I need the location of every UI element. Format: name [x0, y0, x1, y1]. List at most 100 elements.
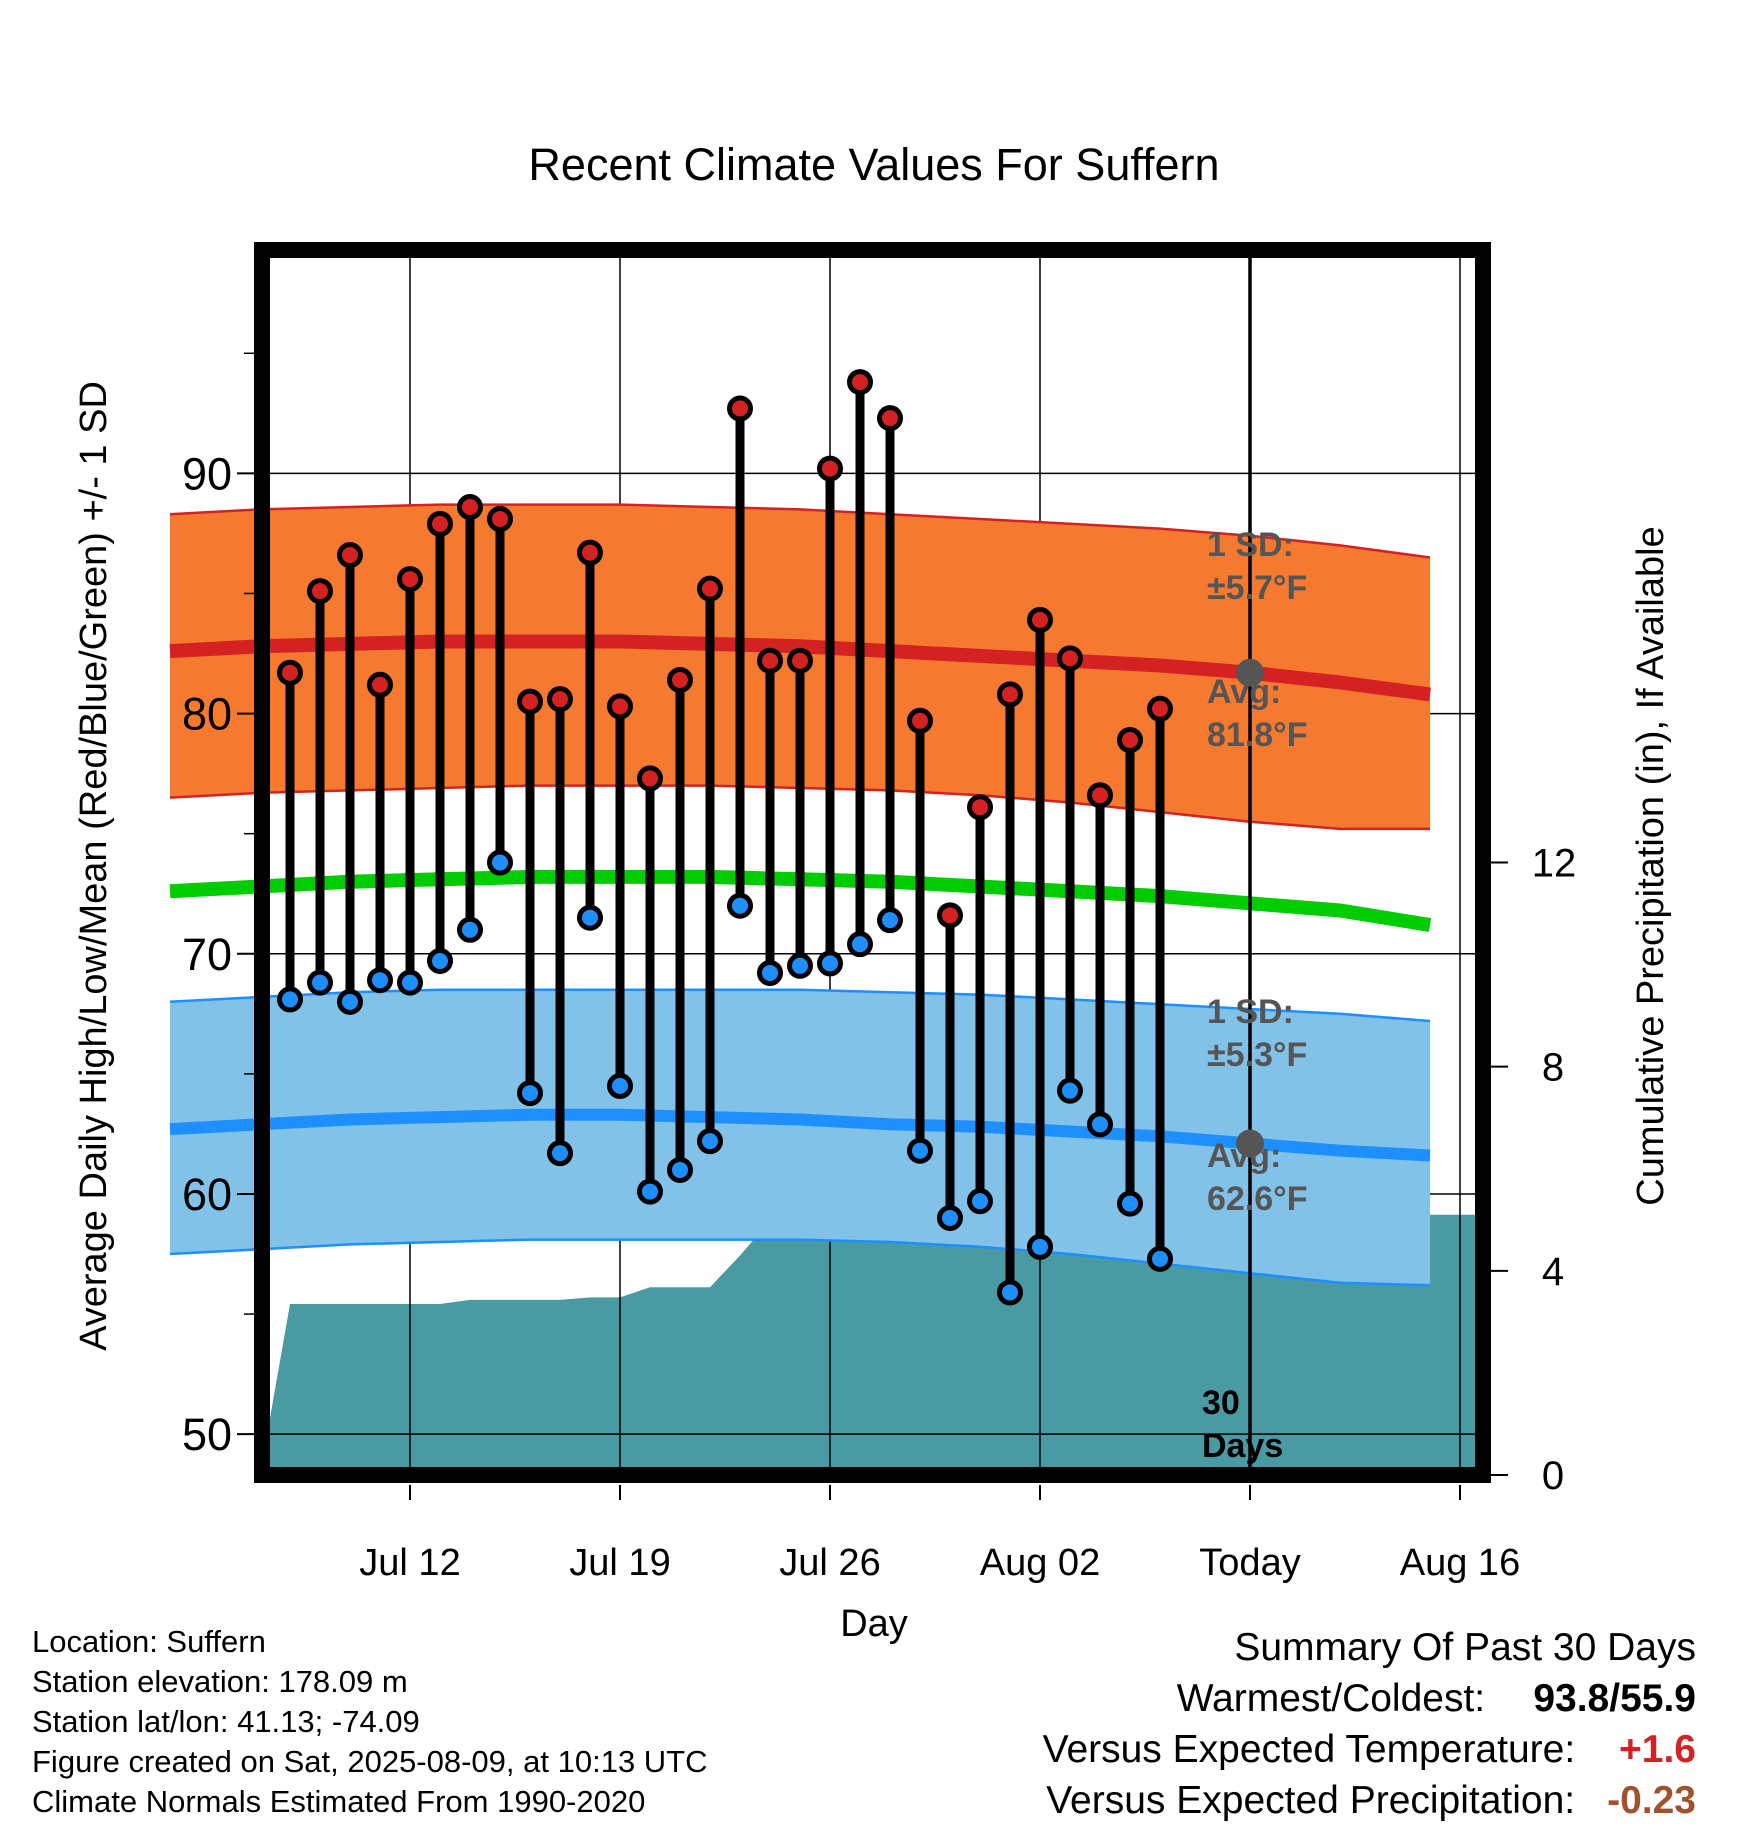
low-point [277, 986, 303, 1013]
high-point [487, 506, 513, 533]
precip-area [170, 1214, 1483, 1475]
high-point [517, 688, 543, 715]
low-point [577, 904, 603, 931]
y2-tick-label: 12 [1532, 842, 1577, 886]
low-avg-today-marker [1236, 1129, 1264, 1158]
summary-panel: Summary Of Past 30 Days Warmest/Coldest:… [796, 1622, 1696, 1826]
low-point [1057, 1077, 1083, 1104]
high-sd-upper-line [169, 503, 1431, 559]
temp-label: Versus Expected Temperature: [1042, 1728, 1576, 1771]
low-point [877, 907, 903, 934]
high-point [697, 575, 723, 602]
low-sd-value: ±5.3°F [1207, 1036, 1307, 1074]
plot-border [254, 242, 1491, 1483]
high-point [937, 902, 963, 929]
low-avg-label: Avg: [1207, 1137, 1281, 1175]
high-point [1087, 782, 1113, 809]
low-point [307, 969, 333, 996]
low-point [847, 931, 873, 958]
low-point [697, 1128, 723, 1155]
station-info: Location: Suffern Station elevation: 178… [32, 1622, 708, 1822]
high-point [427, 510, 453, 537]
high-point [997, 681, 1023, 708]
low-point [907, 1137, 933, 1164]
high-point [817, 455, 843, 482]
latlon-text: Station lat/lon: 41.13; -74.09 [32, 1704, 420, 1739]
y-tick-label: 70 [182, 929, 232, 980]
created-text: Figure created on Sat, 2025-08-09, at 10… [32, 1744, 708, 1779]
high-avg-line [169, 634, 1431, 702]
low-point [787, 952, 813, 979]
daily-ranges [285, 382, 1165, 1293]
x-tick-label: Aug 02 [980, 1542, 1100, 1584]
low-point [367, 967, 393, 994]
high-avg-label: Avg: [1207, 673, 1281, 711]
x-tick-label: Aug 16 [1400, 1542, 1520, 1584]
low-point [1087, 1111, 1113, 1138]
x-tick-label: Jul 26 [779, 1542, 880, 1584]
y2-tick-label: 0 [1542, 1454, 1564, 1498]
y2-tick-label: 8 [1542, 1046, 1564, 1090]
low-point [637, 1178, 663, 1205]
summary-title: Summary Of Past 30 Days [1234, 1626, 1696, 1669]
low-point [487, 849, 513, 876]
y2-tick-label: 4 [1542, 1250, 1564, 1294]
precip-row: Versus Expected Precipitation: -0.23 [796, 1775, 1696, 1826]
low-point [607, 1072, 633, 1099]
high-point [1117, 727, 1143, 753]
y-tick-label: 60 [182, 1169, 232, 1220]
days-label-number: 30 [1202, 1384, 1240, 1422]
high-point [277, 659, 303, 686]
y-tick-label: 80 [182, 689, 232, 740]
precip-cumulative-area [170, 1214, 1483, 1475]
low-point [1027, 1233, 1053, 1260]
annotations: 1 SD: ±5.7°F Avg: 81.8°F 1 SD: ±5.3°F Av… [1202, 526, 1308, 1465]
plot-frame [254, 242, 1491, 1483]
location-text: Location: Suffern [32, 1624, 266, 1659]
x-axis-label: Day [840, 1603, 908, 1645]
low-sd-lower-line [169, 1238, 1431, 1287]
high-point [877, 405, 903, 432]
high-point [787, 647, 813, 674]
low-sd-band [170, 989, 1430, 1286]
high-point [907, 707, 933, 734]
days-label-word: Days [1202, 1427, 1283, 1465]
low-sd-label: 1 SD: [1207, 993, 1294, 1031]
low-point [1147, 1245, 1173, 1272]
high-point [607, 693, 633, 720]
y-tick-label: 90 [182, 448, 232, 499]
low-point [457, 916, 483, 943]
high-point [307, 578, 333, 605]
warmest-label: Warmest/Coldest: [1176, 1677, 1486, 1720]
high-point [1057, 645, 1083, 672]
low-point [337, 988, 363, 1015]
x-tick-label: Jul 12 [359, 1542, 460, 1584]
low-point [967, 1188, 993, 1215]
x-tick-label: Jul 19 [569, 1542, 670, 1584]
high-point [397, 566, 423, 593]
temp-value: +1.6 [1619, 1728, 1696, 1771]
high-point [637, 765, 663, 792]
high-point [547, 686, 573, 713]
axes: Day Average Daily High/Low/Mean (Red/Blu… [73, 352, 1672, 1645]
temp-row: Versus Expected Temperature: +1.6 [796, 1724, 1696, 1775]
high-avg-today-marker [1236, 658, 1264, 687]
high-point [757, 647, 783, 674]
low-point [997, 1279, 1023, 1306]
y2-axis-label: Cumulative Precipitation (in), If Availa… [1630, 526, 1672, 1205]
high-point [367, 671, 393, 698]
high-point [667, 666, 693, 693]
precip-label: Versus Expected Precipitation: [1046, 1779, 1576, 1822]
low-point [397, 969, 423, 996]
high-point [1027, 606, 1053, 633]
low-point [667, 1156, 693, 1183]
low-point [427, 947, 453, 974]
high-avg-value: 81.8°F [1207, 716, 1308, 754]
y-tick-label: 50 [182, 1409, 232, 1460]
high-point [337, 542, 363, 569]
low-point [517, 1080, 543, 1107]
chart-title: Recent Climate Values For Suffern [528, 139, 1219, 190]
low-point [727, 892, 753, 919]
high-point [967, 794, 993, 821]
